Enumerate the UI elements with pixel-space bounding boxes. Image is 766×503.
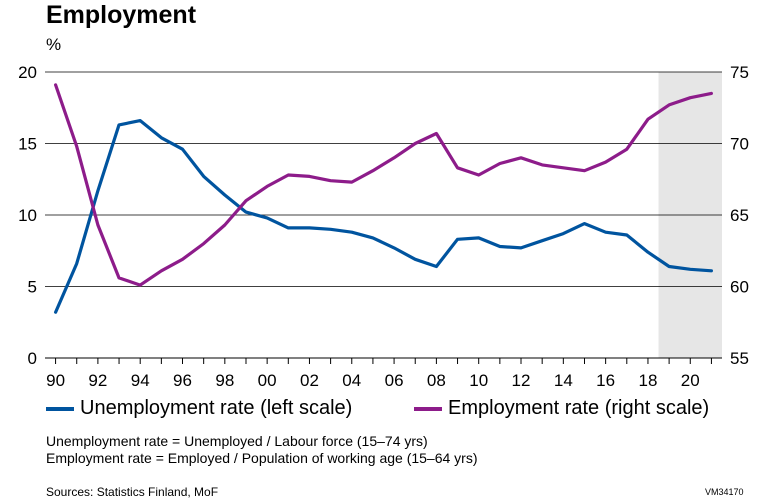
left-y-tick-label: 15 [18, 135, 37, 154]
x-tick-label: 92 [88, 371, 107, 390]
x-tick-label: 90 [46, 371, 65, 390]
legend-employment: Employment rate (right scale) [414, 397, 709, 420]
left-axis-unit: % [46, 35, 62, 54]
left-y-tick-label: 10 [18, 206, 37, 225]
grid-lines [45, 71, 722, 359]
x-tick-label: 98 [215, 371, 234, 390]
left-y-tick-label: 20 [18, 63, 37, 82]
x-tick-label: 16 [596, 371, 615, 390]
x-tick-label: 10 [469, 371, 488, 390]
x-tick-label: 00 [258, 371, 277, 390]
left-y-tick-label: 5 [28, 278, 37, 297]
legend-unemployment: Unemployment rate (left scale) [46, 397, 352, 420]
legend-swatch-unemployment [46, 406, 74, 411]
x-tick-label: 18 [638, 371, 657, 390]
employment-rate-line [53, 83, 714, 287]
right-y-tick-label: 75 [730, 63, 749, 82]
x-tick-label: 14 [554, 371, 573, 390]
series-lines [53, 83, 714, 314]
note-employment-definition: Employment rate = Employed / Population … [46, 450, 478, 466]
x-tick-label: 06 [385, 371, 404, 390]
legend-swatch-employment [414, 406, 442, 411]
x-tick-label: 94 [131, 371, 150, 390]
right-y-tick-label: 70 [730, 135, 749, 154]
x-tick-label: 12 [512, 371, 531, 390]
right-y-tick-label: 60 [730, 278, 749, 297]
source-text: Sources: Statistics Finland, MoF [46, 485, 219, 499]
x-tick-label: 08 [427, 371, 446, 390]
legend-label-employment: Employment rate (right scale) [448, 397, 710, 419]
right-y-tick-label: 65 [730, 206, 749, 225]
x-tick-label: 96 [173, 371, 192, 390]
axis-ticks: 0 5 10 15 20 55 60 65 70 75 90 92 94 96 98 00 02 04 06 08 10… [18, 63, 749, 390]
unemployment-rate-line [53, 118, 714, 314]
document-code: VM34170 [705, 487, 744, 497]
note-unemployment-definition: Unemployment rate = Unemployed / Labour … [46, 433, 428, 449]
left-y-tick-label: 0 [28, 349, 37, 368]
legend-label-unemployment: Unemployment rate (left scale) [80, 397, 353, 419]
x-tick-label: 20 [681, 371, 700, 390]
right-y-tick-label: 55 [730, 349, 749, 368]
chart-title: Employment [46, 1, 197, 29]
x-tick-label: 04 [342, 371, 361, 390]
x-tick-label: 02 [300, 371, 319, 390]
